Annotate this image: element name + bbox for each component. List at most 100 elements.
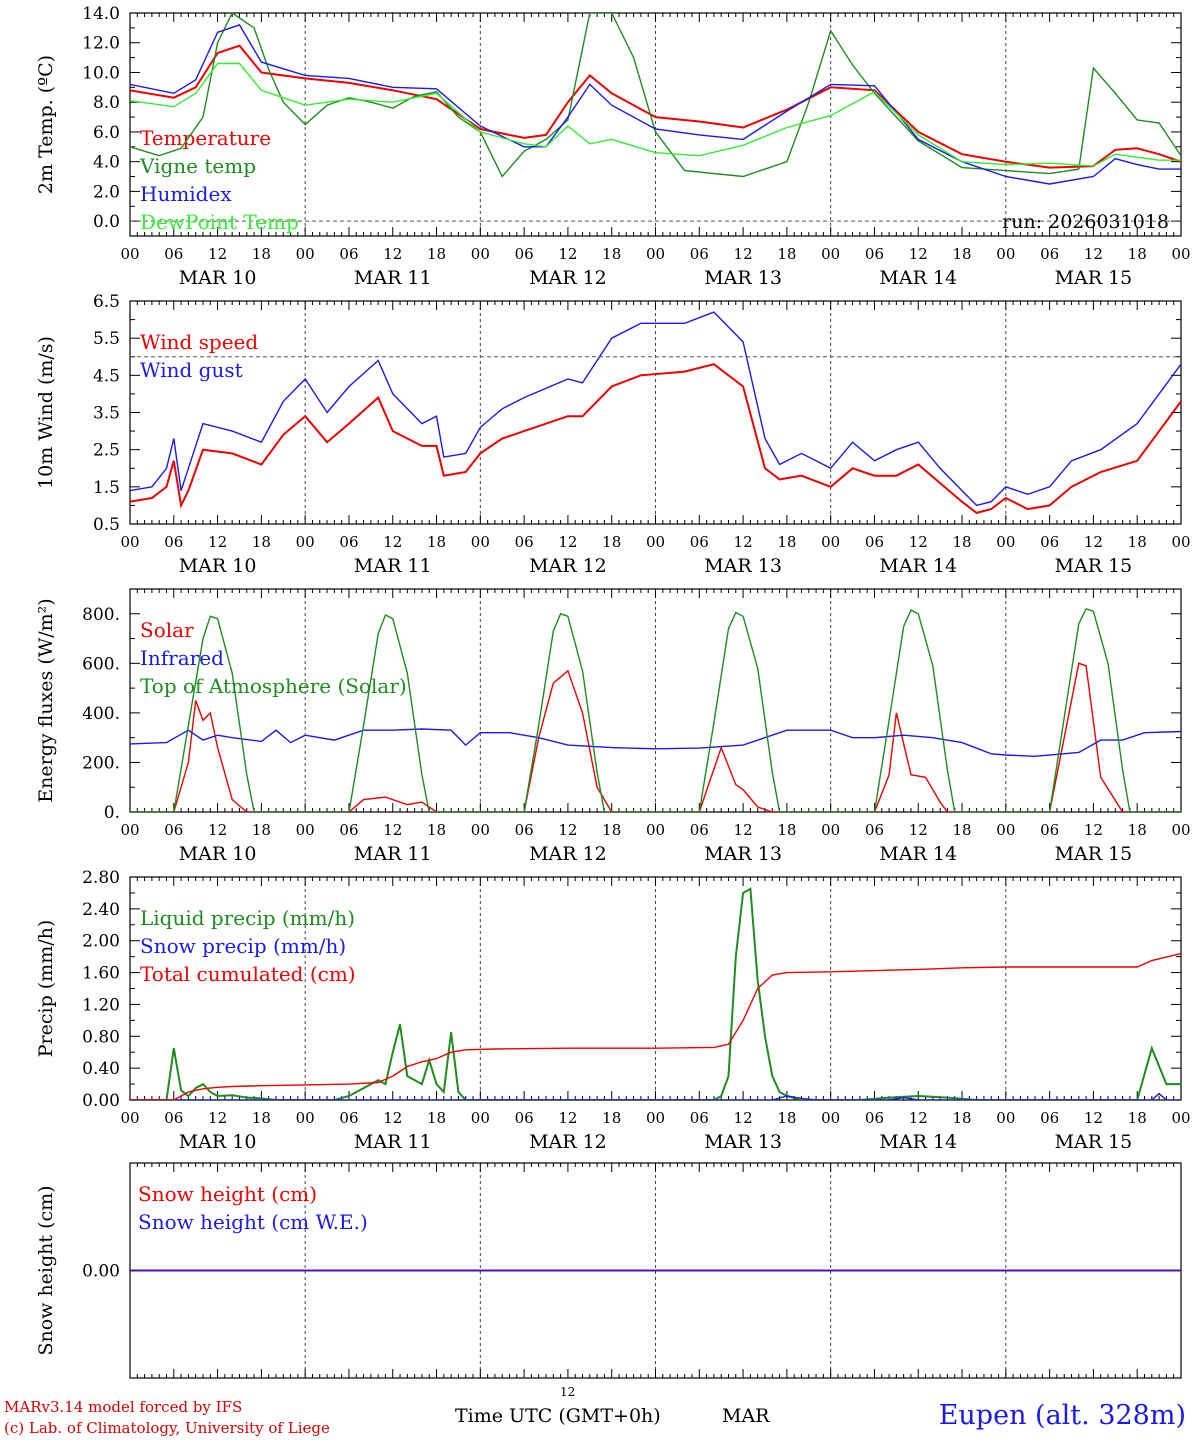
x-hour-label: 12 bbox=[1084, 1109, 1103, 1127]
x-hour-label: 00 bbox=[821, 1109, 840, 1127]
x-hour-label: 18 bbox=[427, 245, 446, 263]
x-hour-label: 18 bbox=[952, 821, 971, 839]
x-hour-label: 18 bbox=[252, 533, 271, 551]
y-axis-label: Precip (mm/h) bbox=[35, 920, 57, 1058]
x-hour-label: 06 bbox=[690, 1109, 709, 1127]
y-tick-label: 1.60 bbox=[82, 964, 120, 984]
x-hour-label: 12 bbox=[383, 821, 402, 839]
x-hour-label: 00 bbox=[120, 1109, 139, 1127]
y-tick-label: 0.0 bbox=[93, 212, 120, 232]
x-hour-label: 00 bbox=[471, 245, 490, 263]
series-line-wind-gust bbox=[130, 311, 1181, 507]
y-tick-label: 200. bbox=[82, 753, 120, 773]
legend-entry: Humidex bbox=[140, 182, 232, 206]
x-hour-label: 12 bbox=[208, 533, 227, 551]
x-hour-label: 06 bbox=[1040, 821, 1059, 839]
panel-precip: 0.00 0.40 0.80 1.20 1.60 2.00 2.40 2.80 Precip (… bbox=[35, 868, 1191, 1153]
x-hour-label: 12 bbox=[208, 821, 227, 839]
run-label: run: 2026031018 bbox=[1002, 211, 1169, 233]
y-axis-label: 2m Temp. (ºC) bbox=[35, 55, 57, 194]
x-hour-label: 18 bbox=[602, 1109, 621, 1127]
x-hour-label: 00 bbox=[646, 533, 665, 551]
x-day-label: MAR 15 bbox=[1055, 843, 1133, 865]
x-hour-label: 12 bbox=[208, 245, 227, 263]
legend-entry: Solar bbox=[140, 618, 194, 642]
x-hour-label: 06 bbox=[515, 245, 534, 263]
x-day-label: MAR 10 bbox=[179, 1131, 257, 1153]
x-hour-label: 00 bbox=[646, 1109, 665, 1127]
x-hour-label: 18 bbox=[1128, 821, 1147, 839]
y-tick-label: 2.00 bbox=[82, 932, 120, 952]
lab-credit: (c) Lab. of Climatology, University of L… bbox=[4, 1419, 330, 1437]
x-day-label: MAR 15 bbox=[1055, 267, 1133, 289]
legend-entry: Top of Atmosphere (Solar) bbox=[140, 674, 407, 698]
y-tick-label: 4.5 bbox=[93, 366, 120, 386]
x-hour-label: 12 bbox=[1084, 533, 1103, 551]
x-hour-label: 12 bbox=[909, 245, 928, 263]
x-hour-label: 06 bbox=[690, 821, 709, 839]
x-day-label: MAR 12 bbox=[529, 843, 607, 865]
series-line-dewpoint-temp bbox=[130, 62, 1181, 167]
x-hour-label: 06 bbox=[1040, 245, 1059, 263]
y-tick-label: 6.5 bbox=[93, 292, 120, 312]
series-line-total-cumulated-cm- bbox=[130, 952, 1181, 1100]
series-line-liquid-precip-mm-h- bbox=[130, 887, 1181, 1100]
x-hour-label: 00 bbox=[821, 245, 840, 263]
x-hour-label: 06 bbox=[690, 245, 709, 263]
x-hour-label: 12 bbox=[734, 1109, 753, 1127]
x-hour-label: 18 bbox=[602, 245, 621, 263]
x-hour-label: 18 bbox=[777, 533, 796, 551]
x-hour-label: 00 bbox=[1171, 533, 1190, 551]
legend-entry: Snow height (cm) bbox=[138, 1182, 317, 1206]
legend-entry: Infrared bbox=[140, 646, 224, 670]
x-hour-label: 12 bbox=[1084, 245, 1103, 263]
x-hour-label: 12 bbox=[1084, 821, 1103, 839]
x-hour-label: 06 bbox=[865, 533, 884, 551]
x-day-label: MAR 10 bbox=[179, 267, 257, 289]
x-day-label: MAR 15 bbox=[1055, 555, 1133, 577]
x-hour-label: 12 bbox=[734, 533, 753, 551]
y-tick-label: 14.0 bbox=[82, 4, 120, 24]
x-hour-label: 00 bbox=[471, 533, 490, 551]
legend-entry: Wind gust bbox=[140, 358, 243, 382]
x-hour-label: 12 bbox=[558, 533, 577, 551]
panel-temp: 0.0 2.0 4.0 6.0 8.0 10.0 12.0 14.0 2m Temp. (ºC)… bbox=[35, 4, 1191, 289]
y-tick-label: 800. bbox=[82, 605, 120, 625]
x-hour-label: 06 bbox=[164, 821, 183, 839]
x-hour-label: 12 bbox=[734, 245, 753, 263]
y-tick-label: 8.0 bbox=[93, 93, 120, 113]
y-axis-label: 10m Wind (m/s) bbox=[35, 336, 57, 489]
plot-frame bbox=[129, 12, 1182, 237]
x-hour-label: 00 bbox=[296, 533, 315, 551]
x-hour-label: 06 bbox=[515, 533, 534, 551]
x-hour-label: 18 bbox=[1128, 245, 1147, 263]
legend-entry: Snow precip (mm/h) bbox=[140, 934, 346, 958]
x-hour-label: 12 bbox=[383, 1109, 402, 1127]
x-hour-label: 06 bbox=[515, 821, 534, 839]
x-hour-label: 12 bbox=[734, 821, 753, 839]
y-tick-label: 6.0 bbox=[93, 123, 120, 143]
x-hour-label: 12 bbox=[909, 1109, 928, 1127]
x-hour-label: 18 bbox=[777, 821, 796, 839]
x-hour-label: 00 bbox=[471, 1109, 490, 1127]
series-line-wind-speed bbox=[130, 363, 1181, 514]
x-hour-label: 00 bbox=[996, 245, 1015, 263]
x-hour-label: 00 bbox=[296, 245, 315, 263]
series-line-snow-precip-mm-h- bbox=[130, 1092, 1181, 1100]
x-day-label: MAR 11 bbox=[354, 555, 432, 577]
y-tick-label: 2.5 bbox=[93, 441, 120, 461]
x-hour-label: 18 bbox=[427, 1109, 446, 1127]
x-hour-label: 18 bbox=[777, 1109, 796, 1127]
x-day-label: MAR 10 bbox=[179, 843, 257, 865]
x-axis-month: MAR bbox=[722, 1405, 770, 1427]
x-hour-label: 06 bbox=[1040, 1109, 1059, 1127]
x-hour-label: 00 bbox=[296, 1109, 315, 1127]
x-hour-label: 06 bbox=[515, 1109, 534, 1127]
x-hour-label: 00 bbox=[120, 533, 139, 551]
x-hour-label: 12 bbox=[383, 533, 402, 551]
y-tick-label: 400. bbox=[82, 704, 120, 724]
x-hour-label: 00 bbox=[821, 821, 840, 839]
x-hour-label: 18 bbox=[952, 533, 971, 551]
x-day-label: MAR 13 bbox=[704, 267, 782, 289]
y-tick-label: 2.0 bbox=[93, 182, 120, 202]
